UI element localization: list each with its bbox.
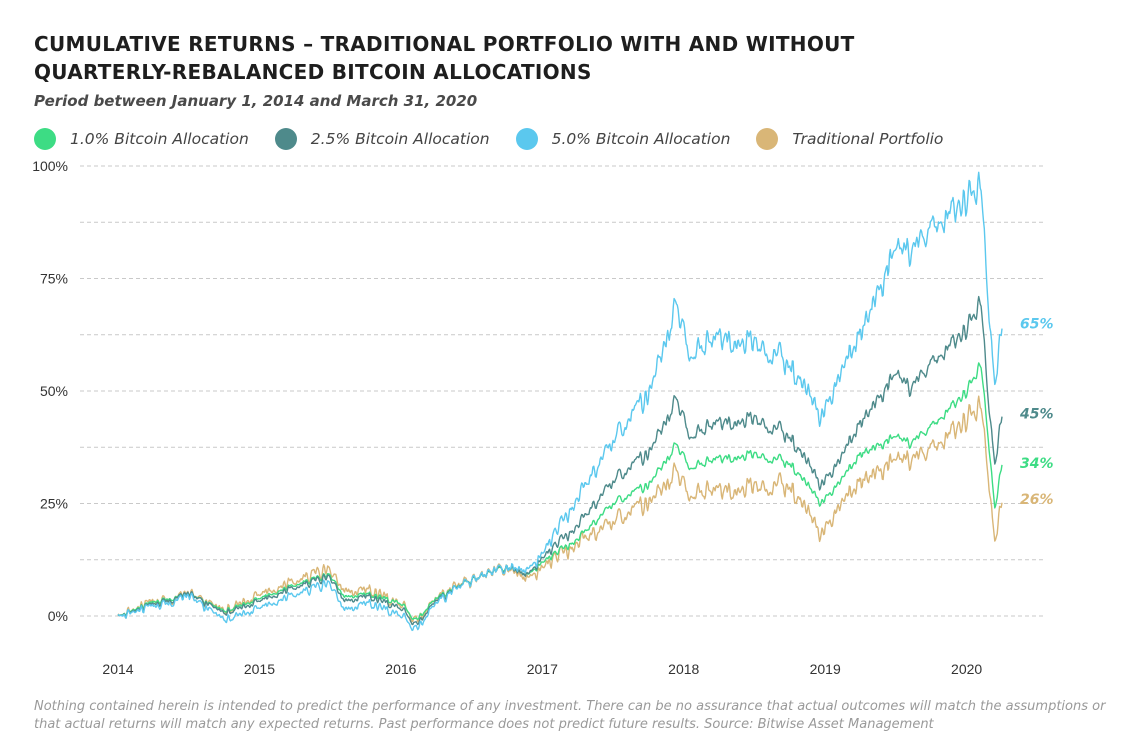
legend-swatch xyxy=(756,128,779,150)
series-end-label: 34% xyxy=(1020,456,1054,472)
x-tick-label: 2017 xyxy=(527,661,558,677)
x-tick-label: 2018 xyxy=(668,661,699,677)
legend-item: Traditional Portfolio xyxy=(756,128,943,150)
series-line xyxy=(117,395,1003,623)
y-tick-label: 100% xyxy=(32,158,68,174)
chart-title-line-1: CUMULATIVE RETURNS – TRADITIONAL PORTFOL… xyxy=(34,32,855,56)
chart-legend: 1.0% Bitcoin Allocation 2.5% Bitcoin Allo… xyxy=(34,128,969,150)
legend-item: 2.5% Bitcoin Allocation xyxy=(274,128,490,150)
legend-swatch xyxy=(34,128,56,150)
legend-item: 1.0% Bitcoin Allocation xyxy=(34,128,249,150)
legend-item: 5.0% Bitcoin Allocation xyxy=(515,128,731,150)
series-line xyxy=(117,362,1003,621)
chart-series xyxy=(117,171,1003,632)
legend-swatch xyxy=(274,128,297,150)
y-axis-ticks: 0% 25% 50% 75% 100% xyxy=(32,158,68,624)
line-chart: 0% 25% 50% 75% 100% 2014 2015 2016 2017 2018 2019… xyxy=(32,158,1054,677)
series-end-labels: 34% 45% 65% 26% xyxy=(1019,317,1054,509)
chart-subtitle: Period between January 1, 2014 and March… xyxy=(34,92,478,110)
x-tick-label: 2016 xyxy=(385,661,416,677)
series-line xyxy=(117,295,1003,626)
y-tick-label: 75% xyxy=(40,271,68,287)
legend-swatch xyxy=(515,128,538,150)
x-axis-ticks: 2014 2015 2016 2017 2018 2019 2020 xyxy=(102,661,982,677)
x-tick-label: 2019 xyxy=(810,661,841,677)
legend-label: 1.0% Bitcoin Allocation xyxy=(70,130,249,148)
series-end-label: 65% xyxy=(1020,317,1054,333)
legend-label: Traditional Portfolio xyxy=(792,130,944,148)
series-end-label: 26% xyxy=(1020,492,1054,508)
disclaimer-footer: Nothing contained herein is intended to … xyxy=(34,699,1106,732)
series-line xyxy=(117,171,1003,632)
chart-title-line-2: QUARTERLY-REBALANCED BITCOIN ALLOCATIONS xyxy=(34,60,592,84)
legend-label: 2.5% Bitcoin Allocation xyxy=(310,130,490,148)
x-tick-label: 2014 xyxy=(102,661,133,677)
y-tick-label: 0% xyxy=(48,608,68,624)
y-tick-label: 25% xyxy=(40,496,68,512)
x-tick-label: 2020 xyxy=(951,661,982,677)
y-tick-label: 50% xyxy=(40,383,68,399)
series-end-label: 45% xyxy=(1019,407,1054,423)
x-tick-label: 2015 xyxy=(244,661,275,677)
chart-title: CUMULATIVE RETURNS – TRADITIONAL PORTFOL… xyxy=(34,30,855,86)
legend-label: 5.0% Bitcoin Allocation xyxy=(551,130,731,148)
